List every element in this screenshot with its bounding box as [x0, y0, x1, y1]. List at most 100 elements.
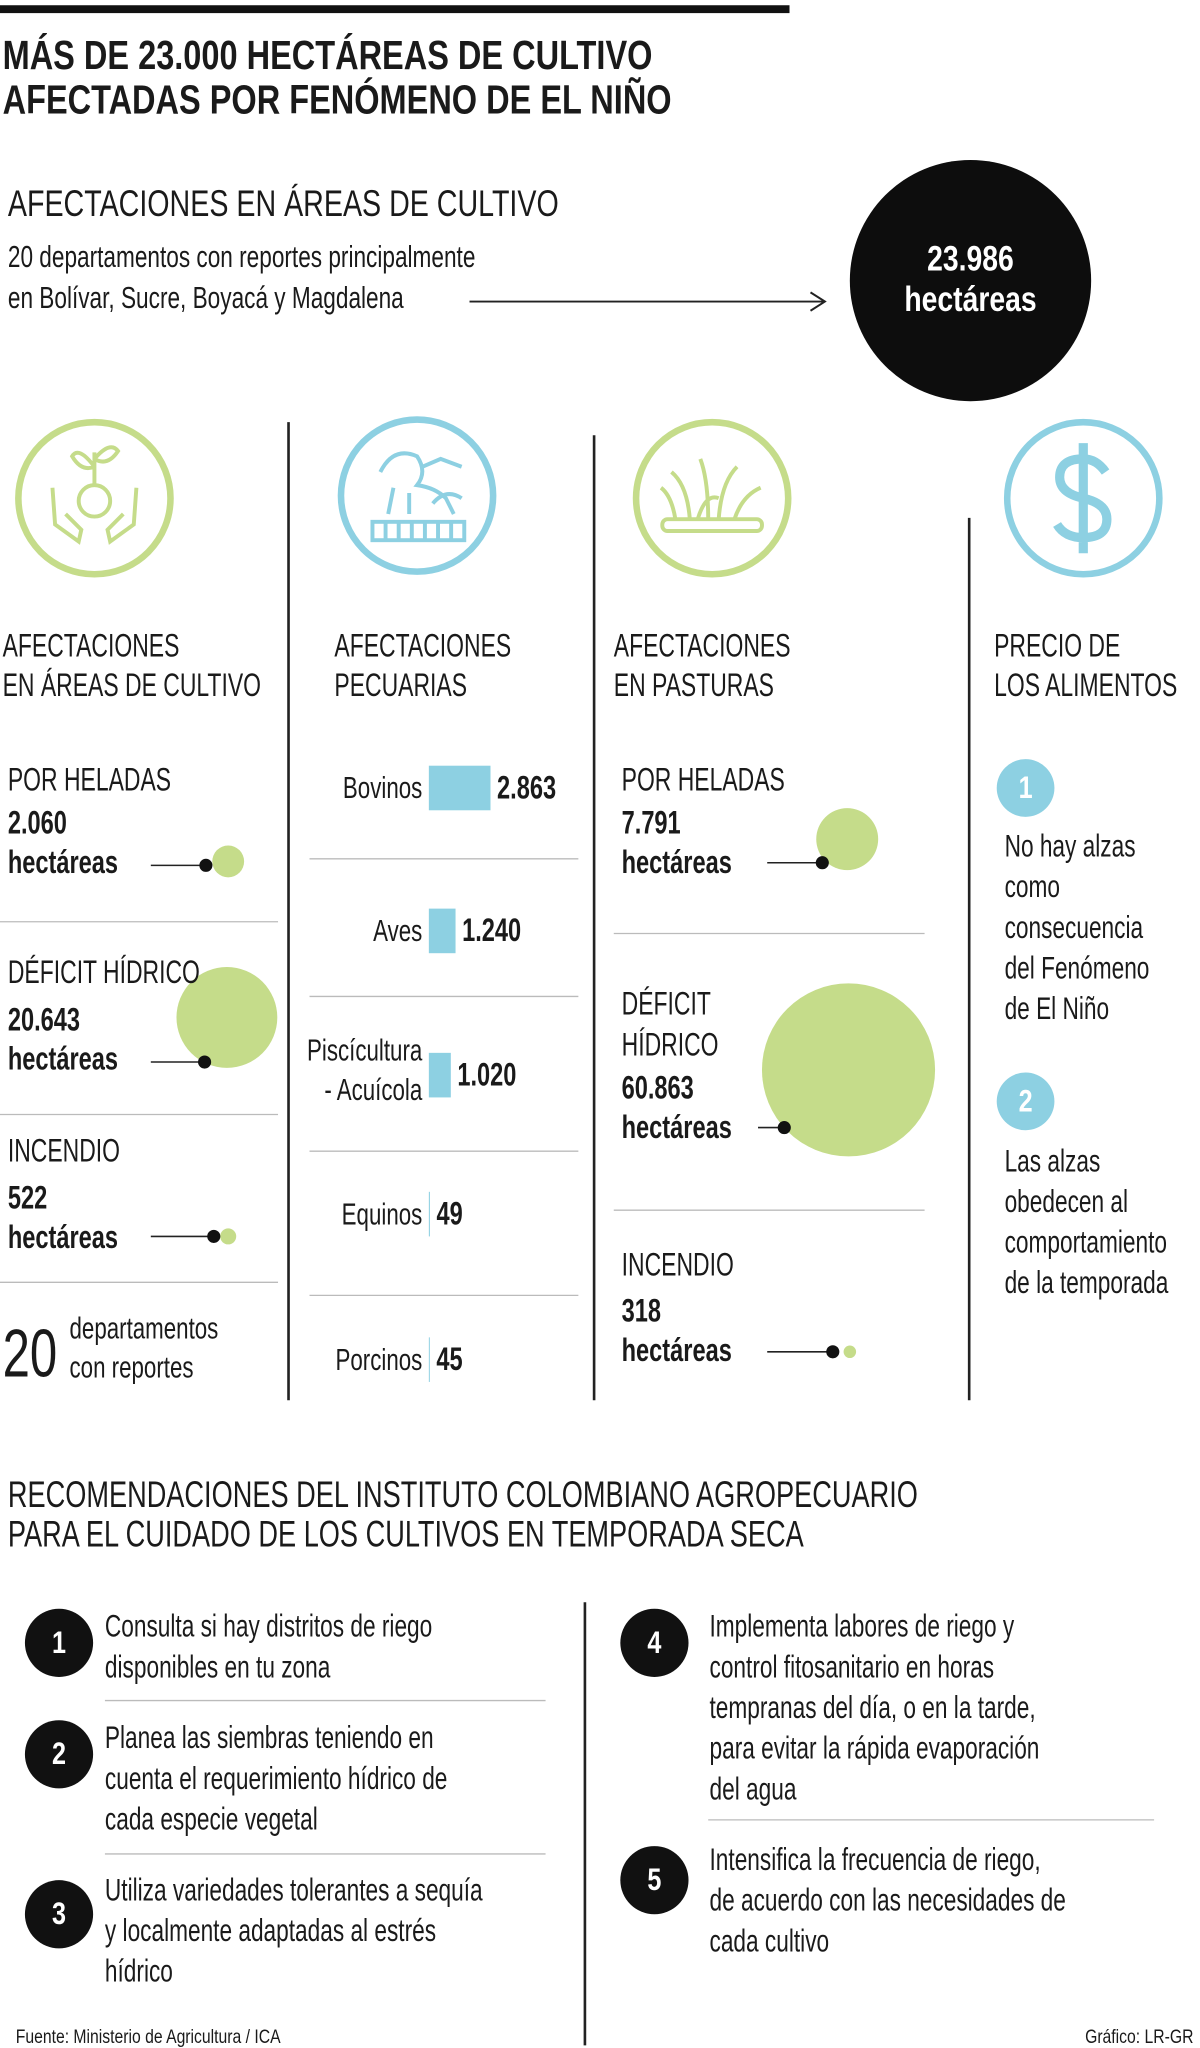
recommendation-text: Consulta si hay distritos de riego [105, 1608, 432, 1644]
bar-value: 2.863 [497, 770, 556, 807]
recommendation-text: control fitosanitario en horas [710, 1649, 995, 1685]
item-label: POR HELADAS [8, 760, 171, 797]
column-title: AFECTACIONES [334, 627, 511, 664]
number-badge [996, 759, 1055, 817]
item-value: 60.863 [622, 1070, 694, 1107]
title: MÁS DE 23.000 HECTÁREAS DE CULTIVO [3, 32, 653, 77]
bar-label: Aves [373, 914, 422, 948]
bubble [761, 983, 936, 1157]
bubble [843, 1345, 857, 1359]
column-title: AFECTACIONES [614, 627, 791, 664]
total-value: 23.986 [927, 238, 1014, 278]
column-title: PECUARIAS [334, 666, 467, 703]
bar-label: Bovinos [343, 771, 422, 805]
source: Fuente: Ministerio de Agricultura / ICA [16, 2025, 281, 2047]
item-label: DÉFICIT [622, 984, 711, 1021]
item-label: INCENDIO [622, 1245, 734, 1282]
column-title: EN PASTURAS [614, 666, 774, 703]
title: AFECTADAS POR FENÓMENO DE EL NIÑO [3, 76, 672, 122]
badge-number: 2 [1019, 1084, 1033, 1119]
bar-label: Equinos [342, 1197, 423, 1231]
item-unit: hectáreas [8, 1219, 118, 1256]
bar [428, 765, 491, 811]
bar-label: Porcinos [335, 1343, 422, 1377]
total-unit: hectáreas [904, 279, 1036, 319]
bar-label: Piscícultura [307, 1033, 423, 1067]
bar-value: 1.240 [462, 913, 521, 950]
bar [428, 1337, 430, 1382]
column-title: EN ÁREAS DE CULTIVO [3, 666, 261, 703]
badge-number: 3 [52, 1897, 66, 1932]
price-text: obedecen al [1005, 1183, 1128, 1219]
price-text: del Fenómeno [1005, 950, 1150, 986]
item-label: HÍDRICO [622, 1025, 719, 1062]
number-badge [996, 1072, 1055, 1131]
section-title: PARA EL CUIDADO DE LOS CULTIVOS EN TEMPO… [8, 1514, 804, 1555]
departments-text: con reportes [70, 1350, 194, 1384]
total-circle [849, 159, 1092, 402]
bubble [176, 967, 278, 1068]
item-label: INCENDIO [8, 1131, 120, 1168]
bar [428, 1191, 430, 1237]
dot [198, 1055, 212, 1069]
number-badge [620, 1846, 689, 1915]
item-unit: hectáreas [622, 1109, 732, 1146]
number-badge [24, 1608, 94, 1677]
bubble [220, 1228, 237, 1245]
recommendation-text: Utiliza variedades tolerantes a sequía [105, 1872, 483, 1908]
section-title: RECOMENDACIONES DEL INSTITUTO COLOMBIANO… [8, 1474, 918, 1515]
badge-number: 5 [647, 1863, 661, 1898]
recommendation-text: Planea las siembras teniendo en [105, 1719, 434, 1755]
arrow-head [809, 291, 827, 312]
recommendation-text: disponibles en tu zona [105, 1649, 331, 1685]
badge-number: 1 [1019, 770, 1033, 805]
recommendation-text: cada especie vegetal [105, 1801, 318, 1837]
bar-value: 45 [436, 1341, 462, 1378]
icon-livestock [337, 416, 497, 575]
bar-value: 1.020 [457, 1057, 516, 1094]
item-label: DÉFICIT HÍDRICO [8, 953, 200, 990]
recommendation-text: tempranas del día, o en la tarde, [710, 1689, 1036, 1725]
number-badge [24, 1880, 94, 1949]
price-text: de El Niño [1005, 990, 1110, 1026]
icon-crop [15, 418, 174, 578]
item-unit: hectáreas [8, 844, 118, 881]
price-text: de la temporada [1005, 1265, 1169, 1301]
bar [428, 908, 456, 954]
departments-number: 20 [3, 1315, 58, 1392]
number-badge [620, 1608, 689, 1677]
recommendation-text: de acuerdo con las necesidades de [710, 1882, 1066, 1918]
number-badge [24, 1720, 94, 1789]
icon-pasture [632, 418, 792, 578]
summary-text: 20 departamentos con reportes principalm… [8, 240, 476, 274]
price-text: consecuencia [1005, 909, 1144, 945]
item-label: POR HELADAS [622, 760, 785, 797]
column-title: PRECIO DE [994, 627, 1120, 664]
dot [207, 1229, 221, 1243]
column-title: LOS ALIMENTOS [994, 666, 1177, 703]
top-rule [0, 5, 790, 14]
bar-value: 49 [436, 1196, 462, 1233]
badge-number: 2 [52, 1737, 66, 1772]
recommendation-text: cada cultivo [710, 1923, 830, 1959]
recommendation-text: hídrico [105, 1953, 173, 1989]
item-value: 2.060 [8, 805, 67, 842]
item-unit: hectáreas [8, 1041, 118, 1078]
item-unit: hectáreas [622, 1332, 732, 1369]
badge-number: 4 [647, 1625, 661, 1660]
bubble [816, 808, 879, 871]
departments-text: departamentos [70, 1311, 219, 1345]
recommendation-text: cuenta el requerimiento hídrico de [105, 1760, 447, 1796]
column-title: AFECTACIONES [3, 627, 180, 664]
dot [815, 856, 829, 870]
section-title: AFECTACIONES EN ÁREAS DE CULTIVO [8, 183, 559, 224]
bubble [212, 845, 245, 878]
recommendation-text: Implementa labores de riego y [710, 1608, 1015, 1644]
item-unit: hectáreas [622, 844, 732, 881]
price-text: comportamiento [1005, 1224, 1167, 1260]
summary-text: en Bolívar, Sucre, Boyacá y Magdalena [8, 281, 404, 315]
dot [826, 1345, 840, 1359]
dot [199, 858, 213, 872]
